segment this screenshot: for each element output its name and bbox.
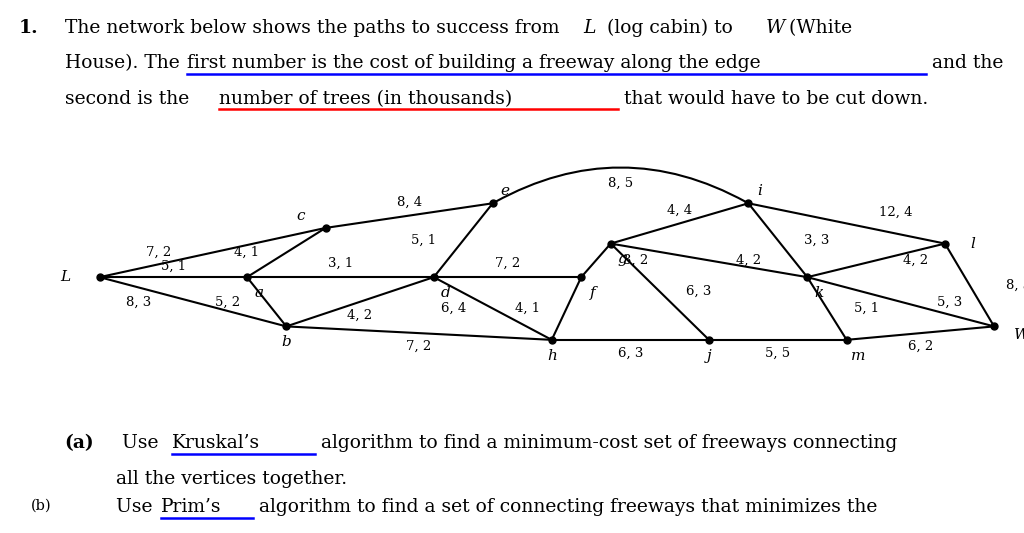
Text: 5, 1: 5, 1 [854,302,879,315]
Text: Use: Use [116,498,159,516]
Text: b: b [282,335,291,349]
Text: 5, 1: 5, 1 [412,234,436,247]
Text: 6, 3: 6, 3 [617,347,643,360]
Text: 5, 2: 5, 2 [215,295,240,308]
Text: d: d [440,286,451,300]
Text: 4, 1: 4, 1 [234,246,259,259]
Text: 12, 4: 12, 4 [879,206,912,219]
Text: a: a [254,286,263,300]
Text: h: h [547,349,557,362]
Text: 8, 5: 8, 5 [608,176,633,190]
Text: 5, 1: 5, 1 [161,260,185,272]
Text: 6, 4: 6, 4 [440,302,466,315]
Text: l: l [970,237,975,251]
Text: 3, 2: 3, 2 [623,254,648,267]
Text: k: k [814,286,823,300]
Text: first number is the cost of building a freeway along the edge: first number is the cost of building a f… [187,54,761,72]
Text: 5, 5: 5, 5 [765,347,791,360]
Text: 7, 2: 7, 2 [145,246,171,259]
Text: j: j [707,349,712,362]
Text: 8, 3: 8, 3 [126,295,152,308]
Text: (a): (a) [65,434,94,453]
Text: c: c [297,208,305,223]
Text: W: W [766,19,785,37]
Text: 7, 2: 7, 2 [495,257,520,270]
Text: 1.: 1. [18,19,38,37]
Text: W: W [1014,328,1024,342]
Text: (log cabin) to: (log cabin) to [601,19,739,37]
Text: that would have to be cut down.: that would have to be cut down. [618,90,929,108]
Text: m: m [851,349,865,362]
Text: 4, 2: 4, 2 [903,254,928,267]
Text: The network below shows the paths to success from: The network below shows the paths to suc… [65,19,565,37]
Text: algorithm to find a minimum-cost set of freeways connecting: algorithm to find a minimum-cost set of … [315,434,898,453]
Text: f: f [590,286,596,300]
Text: 6, 2: 6, 2 [907,340,933,353]
Text: 3, 3: 3, 3 [805,234,829,247]
Text: all the vertices together.: all the vertices together. [116,470,347,488]
Text: 4, 2: 4, 2 [347,309,373,322]
Text: (White: (White [783,19,853,37]
Text: second is the: second is the [65,90,195,108]
Text: 7, 2: 7, 2 [407,340,432,353]
Text: number of trees (in thousands): number of trees (in thousands) [219,90,512,108]
Text: e: e [500,184,509,198]
Text: Use: Use [116,434,164,453]
Text: algorithm to find a set of connecting freeways that minimizes the: algorithm to find a set of connecting fr… [253,498,878,516]
Text: 6, 3: 6, 3 [686,285,712,298]
Text: 4, 1: 4, 1 [515,302,540,315]
Text: House). The: House). The [65,54,185,72]
Text: and the: and the [926,54,1004,72]
Text: L: L [584,19,596,37]
Text: 8, 4: 8, 4 [396,196,422,208]
Text: Prim’s: Prim’s [161,498,221,516]
Text: 4, 2: 4, 2 [736,254,761,267]
Text: 3, 1: 3, 1 [328,257,353,270]
Text: 4, 4: 4, 4 [667,204,692,216]
Text: 5, 3: 5, 3 [937,295,963,308]
Text: 8, 3: 8, 3 [1006,279,1024,292]
Text: (b): (b) [31,498,51,512]
Text: Kruskal’s: Kruskal’s [172,434,260,453]
Text: i: i [758,184,763,198]
Text: L: L [60,270,71,284]
Text: g: g [617,252,628,266]
